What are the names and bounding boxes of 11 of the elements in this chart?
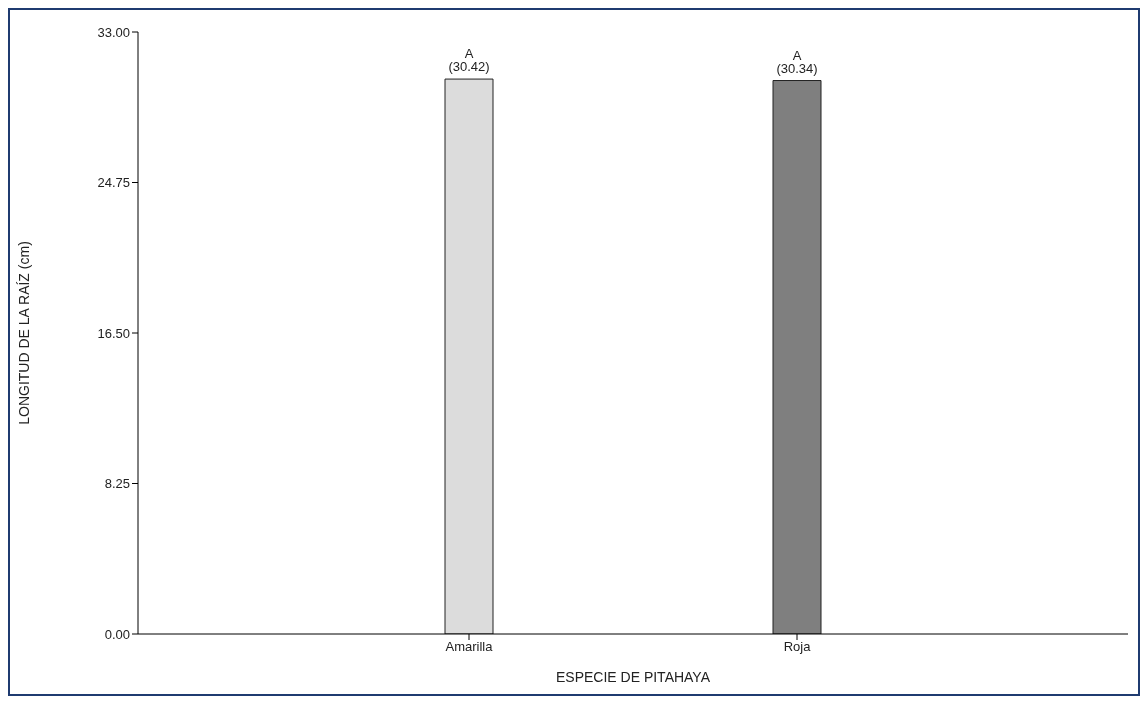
x-tick-label: Roja <box>783 639 812 655</box>
x-tick-label: Amarilla <box>445 639 494 655</box>
y-axis-title: LONGITUD DE LA RAÍZ (cm) <box>15 241 32 425</box>
y-tick-label: 0.00 <box>104 626 130 642</box>
data-label: A (30.42) <box>448 46 490 75</box>
data-label: A (30.34) <box>776 47 818 76</box>
x-axis-title: ESPECIE DE PITAHAYA <box>555 669 711 685</box>
y-tick-label: 8.25 <box>104 476 130 492</box>
y-tick-label: 33.00 <box>97 24 130 40</box>
y-tick-label: 16.50 <box>97 325 130 341</box>
y-tick-label: 24.75 <box>97 175 130 191</box>
